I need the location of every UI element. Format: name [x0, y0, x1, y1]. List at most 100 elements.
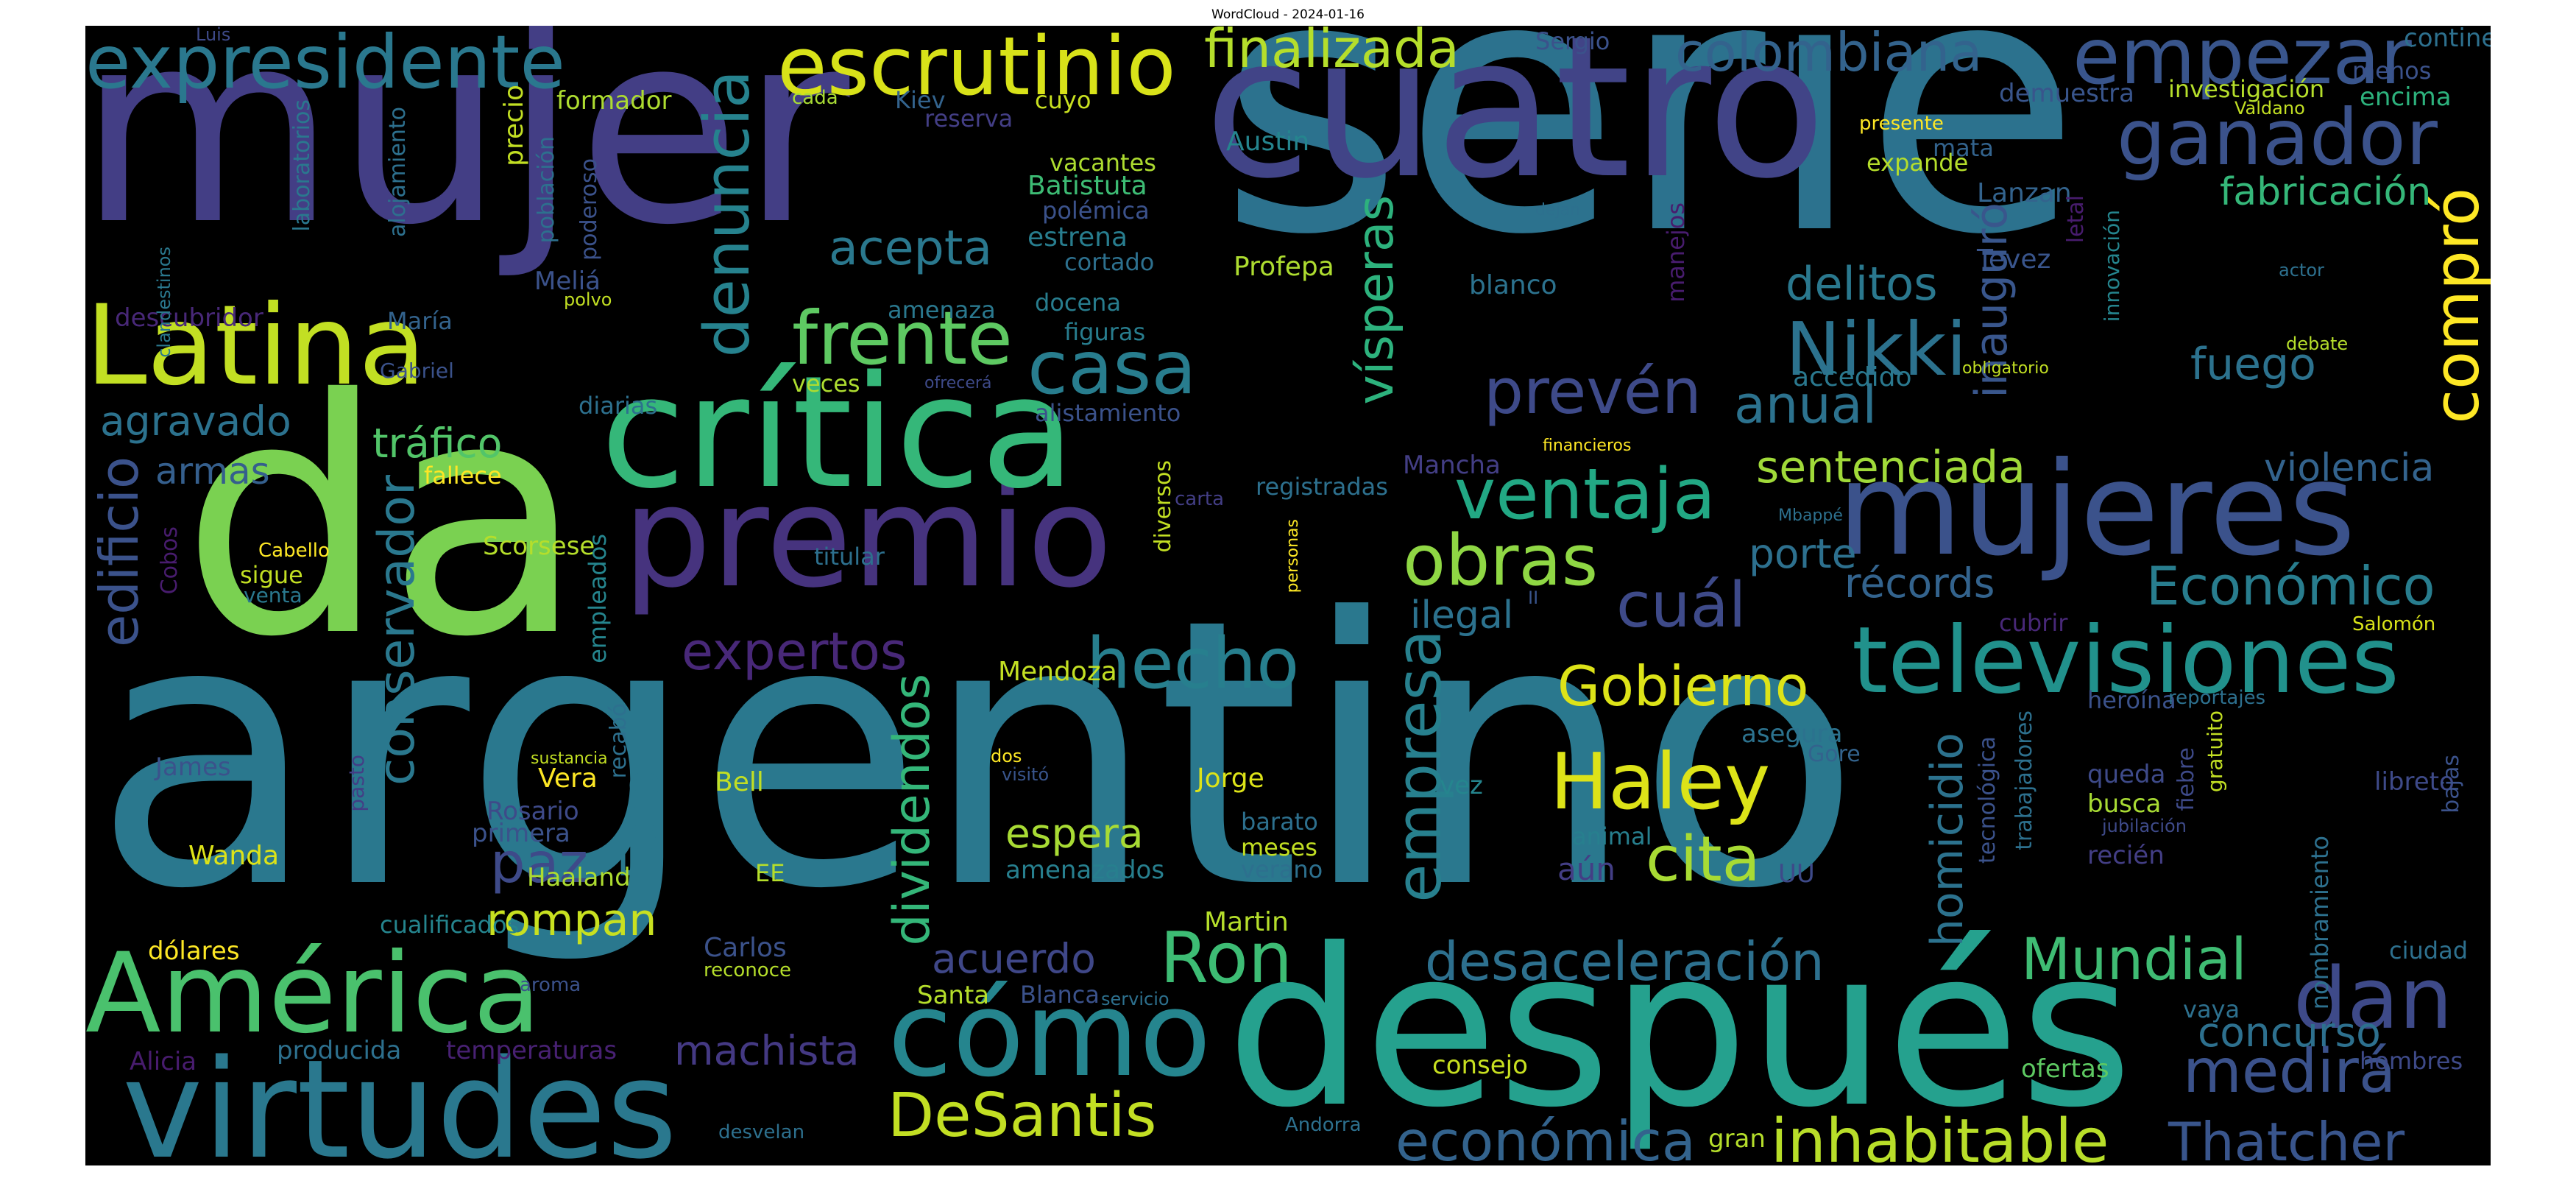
word-critica: crítica: [601, 342, 1075, 523]
word-paz: paz: [490, 830, 588, 895]
word-bell: Bell: [715, 767, 764, 797]
word-encima: menos: [2352, 57, 2432, 85]
word-casa: casa: [1027, 325, 1197, 411]
word-jorge: Jorge: [1197, 763, 1264, 794]
word-espera: espera: [1005, 810, 1144, 857]
word-machista: machista: [674, 1027, 860, 1074]
word-mancha: financieros: [1543, 437, 1632, 455]
word-cabello: venta: [244, 583, 302, 607]
word-ilegal: ilegal: [1410, 593, 1514, 638]
word-carta: Mbappé: [1778, 507, 1843, 525]
word-cualificados: pasto: [344, 755, 369, 812]
word-alicia: Alicia: [130, 1047, 197, 1076]
word-edificio: edificio: [88, 456, 150, 647]
wordcloud-canvas: mujer serie argentino cuatro da premio d…: [85, 26, 2491, 1165]
word-valdano: encima: [2360, 82, 2452, 112]
word-mujeres: mujeres: [1837, 435, 2356, 585]
word-primera: primera: [472, 819, 570, 848]
word-vacantes: formador: [556, 86, 672, 116]
word-diversos: carta: [1175, 488, 1225, 510]
word-preven: prevén: [1484, 356, 1702, 428]
word-barato: barato: [1241, 808, 1318, 836]
word-despues: después: [1226, 902, 2133, 1155]
word-wanda: Wanda: [188, 841, 280, 871]
word-conservador: conservador: [368, 475, 426, 786]
word-agravado: agravado: [100, 398, 291, 445]
word-sustancia: personas: [1284, 519, 1302, 593]
word-precio: alojamiento: [385, 107, 411, 237]
word-frente: frente: [792, 295, 1013, 381]
word-manejos: dejan: [1535, 201, 1581, 219]
word-colombiana: colombiana: [1675, 26, 1983, 83]
word-financieros: II: [1528, 588, 1539, 608]
word-libreto: ciudad: [2389, 937, 2468, 964]
word-obras: obras: [1403, 521, 1599, 602]
word-cuyo: reserva: [924, 105, 1013, 133]
word-carlos: Carlos: [704, 933, 787, 963]
word-acuerdo: acuerdo: [932, 935, 1096, 982]
word-busca: busca: [2087, 789, 2162, 819]
word-america: América: [85, 930, 541, 1058]
word-innovacion: letal: [2063, 195, 2089, 244]
word-meses: meses: [1241, 833, 1317, 861]
word-ciudad: hombres: [2360, 1047, 2463, 1075]
word-desantis: DeSantis: [888, 1081, 1157, 1151]
word-ganador: ganador: [2117, 93, 2438, 183]
word-maria: polvo: [564, 289, 612, 310]
word-ii: reportajes: [2168, 687, 2266, 709]
word-ofrecera: veces: [792, 370, 860, 398]
word-dejan: Sergio: [1535, 27, 1610, 55]
word-bajas: nombramiento: [2306, 836, 2334, 1010]
word-gore: Gore: [1808, 741, 1861, 767]
word-inhabitable: inhabitable: [1771, 1107, 2109, 1166]
word-visperas: vísperas: [1347, 195, 1405, 405]
word-expertos: expertos: [682, 621, 907, 682]
word-docena: cortado: [1064, 248, 1155, 276]
word-scorsese: fallece: [424, 462, 502, 490]
word-hecho: hecho: [1086, 624, 1300, 705]
word-records: récords: [1844, 560, 1995, 607]
word-santa: Santa: [917, 981, 990, 1010]
word-recabo: visitó: [1002, 764, 1050, 785]
word-como: cómo: [888, 965, 1211, 1103]
word-sigue: Scorsese: [483, 532, 595, 561]
word-concurso: concurso: [2198, 1009, 2381, 1056]
word-debate: actor: [2279, 260, 2324, 281]
word-dolares: dólares: [148, 937, 240, 966]
word-investigacion: Valdano: [2234, 98, 2305, 119]
word-empresa: empresa: [1383, 629, 1456, 903]
word-queda: queda: [2087, 760, 2166, 789]
word-desvelan: servicio: [1101, 989, 1170, 1009]
word-vez: vez: [1440, 771, 1483, 800]
word-denuncia: denuncia: [691, 70, 764, 358]
word-trafico: tráfico: [372, 420, 503, 467]
word-nikki: Nikki: [1786, 306, 1967, 392]
word-trabajadores: innovación: [2100, 210, 2124, 322]
word-cual: cuál: [1616, 569, 1747, 642]
word-economica: económica: [1395, 1109, 1696, 1166]
word-thatcher: Thatcher: [2168, 1111, 2405, 1165]
word-cobos: Cabello: [258, 540, 330, 562]
word-tecnologica: trabajadores: [2011, 710, 2037, 850]
word-dividendos: dividendos: [883, 674, 941, 946]
word-mundial: Mundial: [2021, 927, 2247, 993]
word-producida: producida: [277, 1036, 402, 1065]
word-temperaturas: temperaturas: [446, 1036, 618, 1065]
word-latina: Latina: [85, 282, 426, 410]
word-empezar: empezar: [2073, 26, 2412, 102]
word-reconoce: aroma: [520, 974, 581, 996]
word-presente: demuestra: [1999, 79, 2134, 108]
word-homicidio: homicidio: [1922, 733, 1973, 947]
word-consejo: consejo: [1432, 1051, 1528, 1080]
word-sergio: poderoso: [576, 158, 602, 261]
word-blanca: Blanca: [1020, 981, 1100, 1009]
word-nombramiento: gratuito: [2203, 710, 2227, 793]
word-fuego: fuego: [2190, 339, 2316, 390]
word-fabricacion: fabricación: [2220, 170, 2432, 214]
word-cada: mata: [1933, 134, 1994, 162]
word-diarias: alistamiento: [1035, 399, 1181, 427]
word-premio: premio: [623, 456, 1113, 618]
word-violencia: violencia: [2264, 446, 2435, 490]
word-batistuta: Batistuta: [1027, 171, 1147, 201]
word-mbappe: registradas: [1256, 473, 1388, 501]
